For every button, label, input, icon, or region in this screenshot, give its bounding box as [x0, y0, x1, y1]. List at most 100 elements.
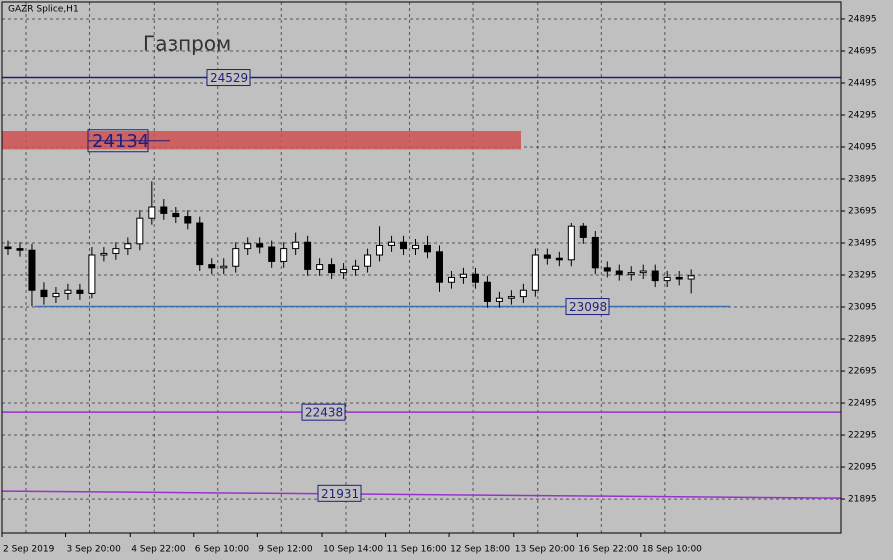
- candle-body: [675, 276, 683, 280]
- candle-body: [280, 248, 288, 262]
- candle-body: [459, 273, 467, 278]
- candle-body: [376, 244, 384, 256]
- x-tick-label: 3 Sep 20:00: [67, 545, 122, 555]
- y-tick-label: 21895: [848, 495, 877, 505]
- candle-body: [615, 270, 623, 275]
- y-tick-label: 22695: [848, 367, 877, 377]
- candle-body: [124, 243, 132, 250]
- level-label-box: [317, 484, 362, 502]
- candle-body: [435, 251, 443, 283]
- candle-body: [268, 246, 276, 262]
- x-tick-label: 12 Sep 18:00: [450, 545, 510, 555]
- candle-body: [148, 206, 156, 219]
- candle-body: [196, 222, 204, 266]
- candle-body: [220, 265, 228, 269]
- y-tick-label: 24495: [848, 78, 877, 88]
- candle-body: [364, 254, 372, 267]
- level-label-box: [87, 129, 149, 153]
- candle-body: [184, 216, 192, 224]
- candle-body: [232, 248, 240, 267]
- candle-body: [412, 244, 420, 250]
- candle-body: [543, 254, 551, 259]
- x-tick-label: 16 Sep 22:00: [578, 545, 638, 555]
- plot-frame: [1, 1, 842, 534]
- candle-body: [352, 265, 360, 270]
- y-tick-label: 23095: [848, 303, 877, 313]
- candle-body: [328, 264, 336, 274]
- x-tick-label: 18 Sep 10:00: [642, 545, 702, 555]
- candle-body: [423, 244, 431, 253]
- level-line: [1, 490, 842, 499]
- candle-body: [495, 297, 503, 302]
- candle-body: [519, 289, 527, 298]
- candle-body: [603, 267, 611, 272]
- candle-body: [340, 268, 348, 274]
- candle-body: [591, 236, 599, 269]
- candle-body: [172, 212, 180, 218]
- candle-body: [388, 241, 396, 246]
- y-tick-label: 22495: [848, 399, 877, 409]
- candle-body: [531, 254, 539, 291]
- candle-body: [112, 248, 120, 254]
- candle-body: [507, 296, 515, 299]
- x-tick-label: 9 Sep 12:00: [258, 545, 313, 555]
- candle-body: [244, 243, 252, 250]
- candle-body: [483, 281, 491, 302]
- level-zone: [2, 130, 521, 150]
- candle-body: [651, 270, 659, 282]
- x-tick-label: 6 Sep 10:00: [195, 545, 250, 555]
- x-tick-label: 13 Sep 20:00: [515, 545, 575, 555]
- candle-body: [16, 248, 24, 251]
- candle-body: [639, 270, 647, 274]
- level-label-box: [301, 403, 346, 421]
- level-label: 24529: [210, 71, 248, 85]
- candle-body: [687, 275, 695, 280]
- y-tick-label: 23295: [848, 271, 877, 281]
- chart-title: GAZR Splice,H1: [8, 5, 79, 15]
- candle-body: [447, 276, 455, 283]
- y-tick-label: 22295: [848, 431, 877, 441]
- candle-body: [28, 249, 36, 291]
- candle-body: [208, 264, 216, 269]
- candle-body: [256, 243, 264, 248]
- candle-body: [555, 257, 563, 261]
- x-tick-label: 4 Sep 22:00: [131, 545, 186, 555]
- candle-body: [579, 225, 587, 238]
- y-tick-label: 24695: [848, 46, 877, 56]
- level-label: 21931: [321, 487, 359, 501]
- candle-body: [40, 289, 48, 298]
- y-tick-label: 22095: [848, 463, 877, 473]
- y-tick-label: 24895: [848, 14, 877, 24]
- y-tick-label: 24095: [848, 142, 877, 152]
- candle-body: [627, 272, 635, 275]
- candle-body: [64, 289, 72, 294]
- y-tick-label: 23895: [848, 175, 877, 185]
- candle-body: [88, 254, 96, 294]
- candle-body: [663, 276, 671, 282]
- candle-body: [304, 241, 312, 270]
- candle-body: [567, 225, 575, 261]
- y-tick-label: 24295: [848, 110, 877, 120]
- y-tick-label: 22895: [848, 335, 877, 345]
- annotation: Газпром: [143, 32, 231, 56]
- x-tick-label: 11 Sep 16:00: [387, 545, 447, 555]
- candle-body: [100, 252, 108, 256]
- candle-body: [471, 273, 479, 283]
- y-tick-label: 23695: [848, 207, 877, 217]
- candle-body: [316, 264, 324, 270]
- x-tick-label: 2 Sep 2019: [3, 545, 55, 555]
- level-label: 24134: [92, 131, 149, 152]
- candle-body: [292, 241, 300, 250]
- level-label: 23098: [569, 300, 607, 314]
- candle-body: [76, 289, 84, 294]
- level-label-box: [565, 298, 610, 316]
- candle-body: [160, 206, 168, 214]
- candle-body: [4, 246, 12, 250]
- level-label: 22438: [305, 406, 343, 420]
- x-tick-label: 10 Sep 14:00: [323, 545, 383, 555]
- y-tick-label: 23495: [848, 239, 877, 249]
- level-label-box: [206, 69, 251, 87]
